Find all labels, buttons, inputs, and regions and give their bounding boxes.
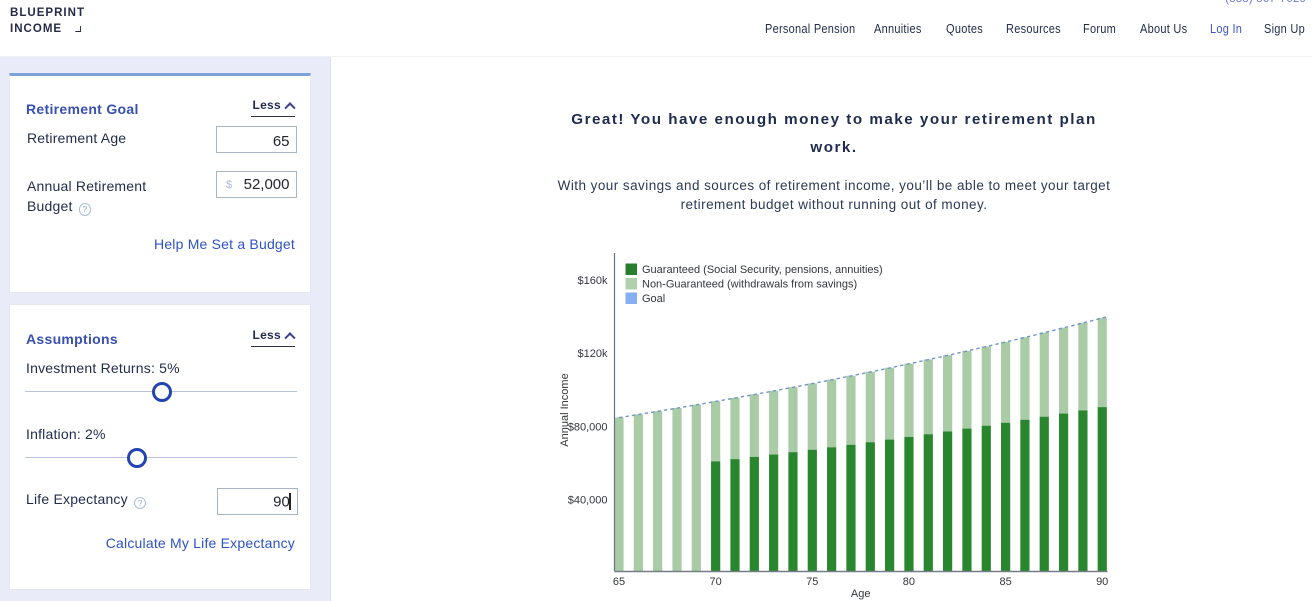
svg-text:65: 65 bbox=[613, 576, 625, 588]
svg-text:Annual Income: Annual Income bbox=[559, 373, 571, 446]
svg-text:90: 90 bbox=[1096, 576, 1108, 588]
svg-text:70: 70 bbox=[709, 576, 721, 588]
svg-text:85: 85 bbox=[999, 576, 1011, 588]
svg-text:$80,000: $80,000 bbox=[568, 421, 608, 433]
svg-text:Goal: Goal bbox=[642, 293, 665, 305]
svg-text:80: 80 bbox=[903, 576, 915, 588]
svg-text:$40,000: $40,000 bbox=[568, 495, 608, 507]
svg-text:75: 75 bbox=[806, 576, 818, 588]
svg-text:$120k: $120k bbox=[578, 348, 608, 360]
svg-text:Age: Age bbox=[851, 588, 871, 600]
svg-text:$160k: $160k bbox=[578, 275, 608, 287]
svg-text:Non-Guaranteed (withdrawals fr: Non-Guaranteed (withdrawals from savings… bbox=[642, 279, 857, 291]
svg-text:Guaranteed (Social Security, p: Guaranteed (Social Security, pensions, a… bbox=[642, 264, 883, 276]
